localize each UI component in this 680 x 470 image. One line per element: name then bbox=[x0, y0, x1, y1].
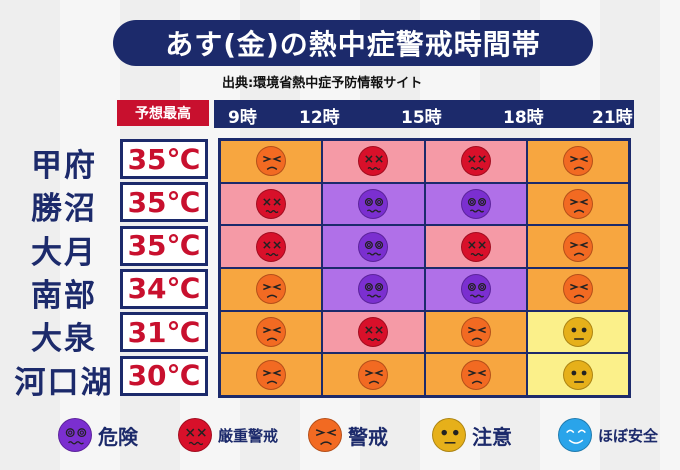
danger-face-icon bbox=[58, 418, 92, 452]
grid-cell bbox=[526, 140, 629, 183]
max-temp-header: 予想最高 bbox=[117, 100, 209, 126]
legend-label: ほぼ安全 bbox=[598, 426, 659, 445]
grid-cell bbox=[424, 268, 527, 311]
max-temp-value: 31℃ bbox=[120, 312, 208, 353]
hour-label: 12時 bbox=[299, 108, 340, 128]
caution-face-icon bbox=[562, 359, 593, 390]
hour-label: 9時 bbox=[228, 108, 257, 128]
grid-cell bbox=[220, 353, 323, 396]
grid-cell bbox=[322, 140, 425, 183]
page-title: あす(金)の熱中症警戒時間帯 bbox=[113, 20, 593, 66]
grid-cell bbox=[322, 225, 425, 268]
city-name: 大泉 bbox=[31, 321, 97, 358]
legend-label: 注意 bbox=[472, 424, 512, 449]
grid-cell bbox=[220, 310, 323, 354]
hour-label: 18時 bbox=[503, 108, 544, 128]
grid-cell bbox=[220, 225, 323, 268]
warning-face-icon bbox=[358, 359, 389, 390]
grid-cell bbox=[220, 182, 323, 226]
warning-face-icon bbox=[256, 316, 287, 347]
warning-face-icon bbox=[562, 274, 593, 305]
legend-label: 厳重警戒 bbox=[218, 426, 279, 445]
danger-face-icon bbox=[358, 188, 389, 219]
grid-cell bbox=[526, 268, 629, 311]
caution-face-icon bbox=[562, 316, 593, 347]
source-note: 出典:環境省熱中症予防情報サイト bbox=[222, 76, 423, 91]
grid-cell bbox=[424, 310, 527, 354]
grid-cell bbox=[322, 353, 425, 396]
danger-face-icon bbox=[358, 231, 389, 262]
city-name: 甲府 bbox=[31, 148, 97, 184]
legend-item: 警戒 bbox=[308, 418, 388, 452]
legend-label: 警戒 bbox=[348, 424, 388, 449]
grid-cell bbox=[424, 140, 527, 183]
grid-cell bbox=[322, 182, 425, 226]
grid-cell bbox=[220, 140, 323, 183]
max-temp-value: 35℃ bbox=[120, 225, 208, 266]
grid-cell bbox=[322, 310, 425, 354]
city-name: 大月 bbox=[31, 234, 97, 271]
grid-cell bbox=[322, 268, 425, 311]
warning-face-icon bbox=[562, 146, 593, 177]
grid-cell bbox=[424, 225, 527, 268]
danger-face-icon bbox=[460, 274, 491, 305]
hour-label: 21時 bbox=[592, 108, 633, 128]
severe-face-icon bbox=[460, 231, 491, 262]
hour-header-bar bbox=[214, 100, 634, 128]
grid-cell bbox=[424, 353, 527, 396]
grid-cell bbox=[526, 353, 629, 396]
legend-item: 厳重警戒 bbox=[178, 418, 278, 452]
danger-face-icon bbox=[358, 274, 389, 305]
warning-face-icon bbox=[256, 146, 287, 177]
severe-face-icon bbox=[256, 231, 287, 262]
severe-face-icon bbox=[358, 146, 389, 177]
severe-face-icon bbox=[178, 418, 212, 452]
warning-face-icon bbox=[256, 359, 287, 390]
danger-face-icon bbox=[460, 188, 491, 219]
legend-item: 注意 bbox=[432, 418, 512, 452]
grid-cell bbox=[526, 310, 629, 354]
warning-face-icon bbox=[460, 316, 491, 347]
warning-face-icon bbox=[562, 231, 593, 262]
max-temp-value: 30℃ bbox=[120, 355, 208, 396]
legend-item: 危険 bbox=[58, 418, 138, 452]
grid-cell bbox=[526, 182, 629, 226]
severe-face-icon bbox=[460, 146, 491, 177]
heat-grid bbox=[218, 138, 631, 398]
city-name: 南部 bbox=[31, 277, 97, 314]
safe-face-icon bbox=[558, 418, 592, 452]
grid-cell bbox=[424, 182, 527, 226]
warning-face-icon bbox=[256, 274, 287, 305]
caution-face-icon bbox=[432, 418, 466, 452]
severe-face-icon bbox=[256, 188, 287, 219]
hour-label: 15時 bbox=[401, 108, 442, 128]
warning-face-icon bbox=[562, 188, 593, 219]
severe-face-icon bbox=[358, 316, 389, 347]
grid-cell bbox=[220, 268, 323, 311]
max-temp-value: 35℃ bbox=[120, 182, 208, 223]
legend-item: ほぼ安全 bbox=[558, 418, 658, 452]
max-temp-value: 34℃ bbox=[120, 268, 208, 309]
city-name: 河口湖 bbox=[14, 364, 114, 401]
warning-face-icon bbox=[460, 359, 491, 390]
grid-cell bbox=[526, 225, 629, 268]
city-name: 勝沼 bbox=[31, 191, 97, 228]
legend-label: 危険 bbox=[98, 424, 138, 449]
warning-face-icon bbox=[308, 418, 342, 452]
max-temp-value: 35℃ bbox=[120, 139, 208, 179]
